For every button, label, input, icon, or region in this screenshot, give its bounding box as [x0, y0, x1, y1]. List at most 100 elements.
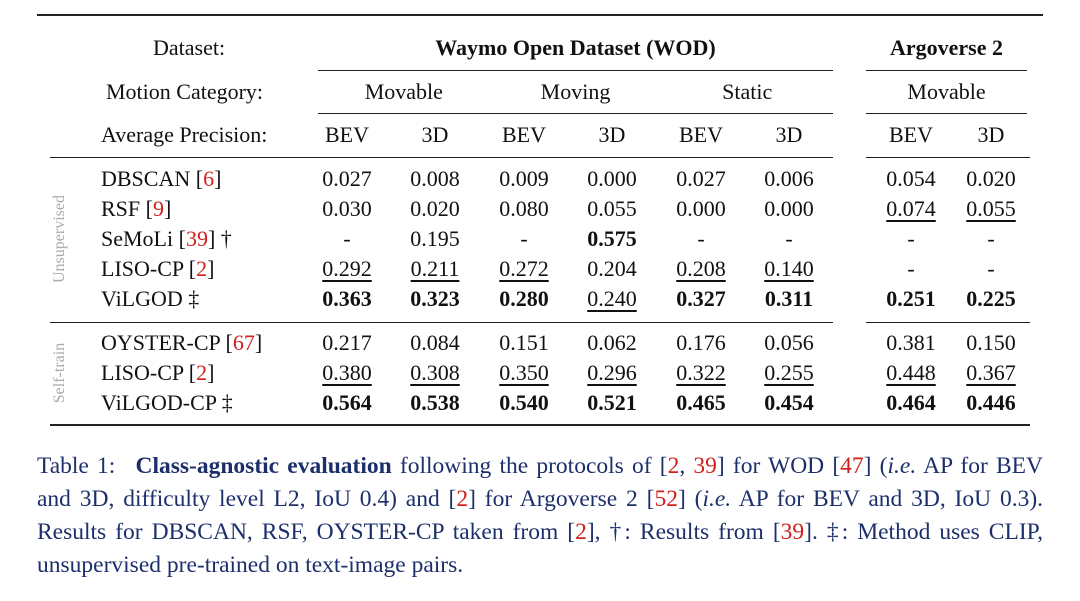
text-segment: , [679, 453, 694, 479]
table-cell: 0.308 [410, 360, 460, 385]
text-segment: 2 [196, 360, 208, 385]
table-cell: 0.322 [676, 360, 726, 385]
text-segment: ] ( [677, 486, 703, 512]
table-cell: 0.367 [966, 360, 1016, 385]
method-name: RSF [9] [101, 196, 171, 222]
table-cell: 0.000 [676, 196, 726, 221]
text-segment: ] [254, 330, 263, 355]
table-cell: 0.251 [886, 286, 936, 311]
header-label: Dataset: [153, 35, 226, 60]
table-cell: 0.062 [587, 330, 637, 355]
table-cell: 0.027 [676, 166, 726, 191]
text-segment: LISO-CP [ [101, 360, 197, 385]
table-cell: - [907, 226, 915, 251]
table-cell: 0.240 [587, 286, 637, 311]
text-segment: LISO-CP [ [101, 256, 197, 281]
text-segment: SeMoLi [ [101, 226, 186, 251]
table-cell: 0.176 [676, 330, 726, 355]
table-cell: 0.311 [764, 286, 814, 311]
table-cell: - [987, 226, 995, 251]
text-segment: ] for Argoverse 2 [ [468, 486, 655, 512]
table-cell: 0.217 [322, 330, 372, 355]
text-segment: ] for WOD [ [716, 453, 841, 479]
method-name: LISO-CP [2] [101, 360, 214, 386]
table-cell: 0.030 [322, 196, 372, 221]
table-cell: 0.350 [499, 360, 549, 385]
rule [50, 322, 833, 323]
table-cell: 0.280 [499, 286, 549, 311]
text-segment: ViLGOD-CP ‡ [101, 390, 233, 415]
header-label: Average Precision: [101, 122, 268, 147]
table-cell: - [343, 226, 351, 251]
text-segment: Table 1: [37, 453, 124, 479]
table-cell: 0.195 [410, 226, 460, 251]
method-name: DBSCAN [6] [101, 166, 221, 192]
metric-label: BEV [502, 122, 546, 147]
table-cell: 0.575 [587, 226, 637, 251]
text-segment: i.e. [887, 453, 917, 479]
table-cell: 0.055 [966, 196, 1016, 221]
text-segment: ] ( [863, 453, 888, 479]
text-segment: following the protocols of [ [391, 453, 668, 479]
table-cell: 0.006 [764, 166, 814, 191]
text-segment: 39 [693, 453, 717, 479]
method-name: OYSTER-CP [67] [101, 330, 262, 356]
text-segment: 39 [780, 519, 805, 545]
text-segment: 6 [203, 166, 215, 191]
table-cell: 0.448 [886, 360, 936, 385]
text-segment: ] [207, 360, 215, 385]
text-segment: 2 [196, 256, 208, 281]
text-segment: 2 [456, 486, 469, 512]
text-segment: RSF [ [101, 196, 153, 221]
rule [489, 113, 662, 114]
text-segment: OYSTER-CP [ [101, 330, 233, 355]
metric-label: 3D [977, 122, 1005, 147]
text-segment: ViLGOD ‡ [101, 286, 200, 311]
metric-label: BEV [679, 122, 723, 147]
table-cell: 0.208 [676, 256, 726, 281]
metric-label: BEV [889, 122, 933, 147]
rule [318, 113, 490, 114]
table-cell: 0.000 [764, 196, 814, 221]
text-segment: 67 [232, 330, 255, 355]
text-segment: AP for BEV and 3D, difficulty level L2, … [37, 453, 1043, 512]
rule [661, 113, 833, 114]
rule [866, 113, 1027, 114]
table-cell: 0.027 [322, 166, 372, 191]
table-cell: 0.538 [410, 390, 460, 415]
table-cell: 0.272 [499, 256, 549, 281]
table-cell: 0.327 [676, 286, 726, 311]
group-name: Waymo Open Dataset (WOD) [435, 35, 716, 60]
text-segment: ] [207, 256, 215, 281]
text-segment: 39 [185, 226, 208, 251]
table-cell: 0.363 [322, 286, 372, 311]
section-label: Unsupervised [51, 195, 68, 283]
text-segment: ]. ‡: Method uses CLIP, unsupervised pre… [37, 519, 1043, 578]
rule [37, 14, 1043, 16]
text-segment: i.e. [702, 486, 732, 512]
rule [50, 424, 1030, 426]
text-segment: 47 [840, 453, 864, 479]
table-cell: 0.009 [499, 166, 549, 191]
table-cell: 0.204 [587, 256, 637, 281]
section-label: Self-train [51, 342, 68, 404]
motion-category: Moving [540, 79, 611, 104]
table-cell: - [697, 226, 705, 251]
table-cell: 0.564 [322, 390, 372, 415]
table-cell: 0.055 [587, 196, 637, 221]
table-cell: 0.056 [764, 330, 814, 355]
text-segment: ] [214, 166, 222, 191]
text-segment: ] [163, 196, 172, 221]
table-cell: 0.080 [499, 196, 549, 221]
text-segment: 9 [152, 196, 164, 221]
rule [866, 322, 1030, 323]
table-cell: 0.000 [587, 166, 637, 191]
table-cell: 0.464 [886, 390, 936, 415]
table-cell: 0.074 [886, 196, 936, 221]
table-cell: 0.225 [966, 286, 1016, 311]
table-cell: 0.020 [410, 196, 460, 221]
text-segment: 2 [667, 453, 680, 479]
method-name: LISO-CP [2] [101, 256, 214, 282]
rule [50, 157, 833, 158]
